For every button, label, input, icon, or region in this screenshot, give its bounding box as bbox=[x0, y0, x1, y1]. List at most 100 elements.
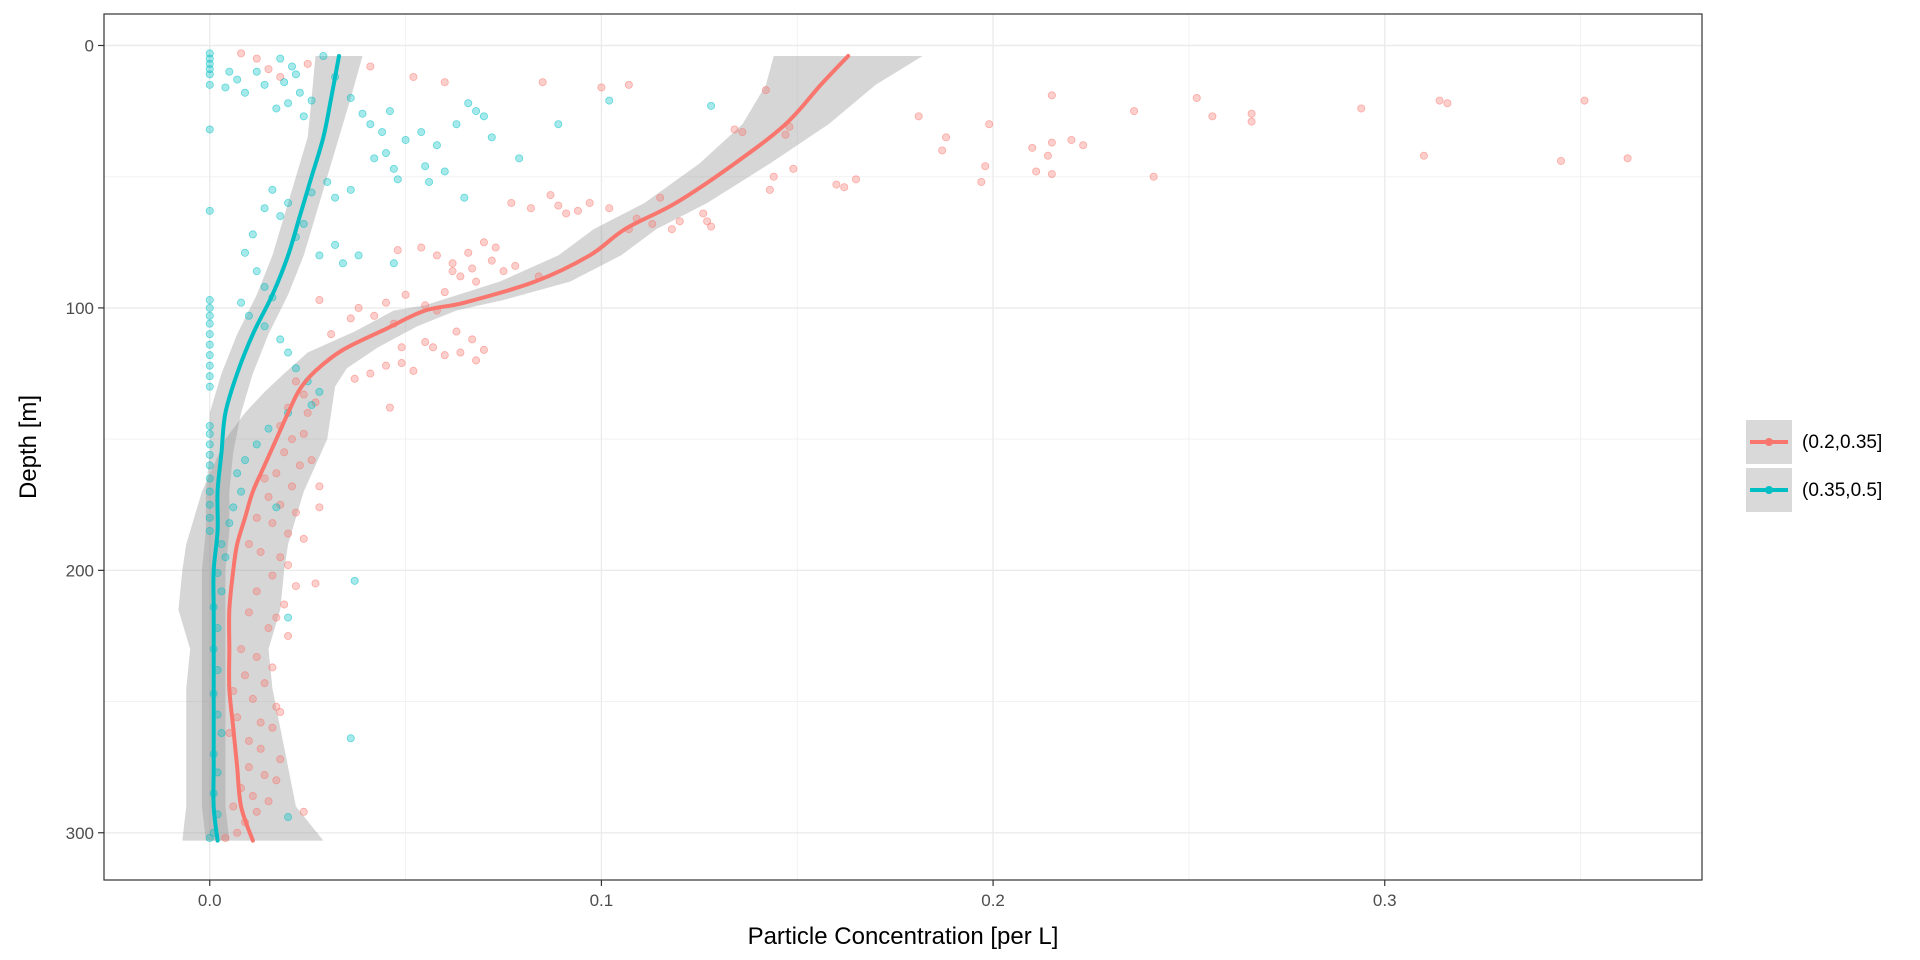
point-s0-141 bbox=[264, 624, 273, 633]
point-s0-41 bbox=[840, 183, 849, 192]
point-s1-28 bbox=[401, 135, 410, 144]
point-s0-164 bbox=[264, 797, 273, 806]
point-s0-60 bbox=[675, 217, 684, 226]
point-s1-31 bbox=[452, 120, 461, 129]
point-s0-139 bbox=[244, 608, 253, 617]
point-s0-21 bbox=[1047, 91, 1056, 100]
point-s1-16 bbox=[295, 88, 304, 97]
point-s0-27 bbox=[1357, 104, 1366, 113]
point-s1-49 bbox=[331, 193, 340, 202]
point-s0-122 bbox=[264, 492, 273, 501]
point-s1-64 bbox=[240, 248, 249, 257]
x-axis-title: Particle Concentration [per L] bbox=[748, 923, 1059, 950]
point-s1-81 bbox=[233, 469, 242, 478]
point-s0-37 bbox=[977, 177, 986, 186]
point-s0-52 bbox=[554, 201, 563, 210]
point-s0-119 bbox=[260, 474, 269, 483]
point-s0-117 bbox=[307, 456, 316, 465]
point-s0-84 bbox=[315, 296, 324, 305]
point-s0-166 bbox=[252, 807, 261, 816]
point-s1-120 bbox=[205, 429, 214, 438]
point-s1-44 bbox=[381, 149, 390, 158]
point-s1-5 bbox=[205, 80, 214, 89]
point-s1-37 bbox=[605, 96, 614, 105]
point-s0-44 bbox=[789, 164, 798, 173]
point-s0-169 bbox=[233, 828, 242, 837]
point-s0-55 bbox=[585, 198, 594, 207]
point-s0-13 bbox=[985, 120, 994, 129]
point-s0-8 bbox=[538, 78, 547, 87]
point-s0-40 bbox=[832, 180, 841, 189]
y-tick-label-0: 0 bbox=[85, 36, 94, 55]
point-s0-68 bbox=[432, 251, 441, 260]
legend-label-0: (0.2,0.35] bbox=[1802, 432, 1882, 453]
point-s1-38 bbox=[707, 101, 716, 110]
point-s0-47 bbox=[781, 130, 790, 139]
point-s0-95 bbox=[421, 338, 430, 347]
point-s1-65 bbox=[252, 267, 261, 276]
x-axis: 0.0 0.1 0.2 0.3 bbox=[198, 880, 1397, 910]
point-s1-107 bbox=[205, 125, 214, 134]
point-s1-114 bbox=[205, 340, 214, 349]
legend-item-1[interactable]: (0.35,0.5] bbox=[1746, 468, 1882, 512]
point-s1-72 bbox=[284, 348, 293, 357]
point-s0-4 bbox=[303, 59, 312, 68]
y-axis: 0 100 200 300 bbox=[66, 36, 104, 843]
point-s0-153 bbox=[256, 718, 265, 727]
point-s1-59 bbox=[331, 240, 340, 249]
point-s1-15 bbox=[280, 78, 289, 87]
point-s1-62 bbox=[389, 259, 398, 268]
point-s0-89 bbox=[327, 330, 336, 339]
point-s1-124 bbox=[205, 474, 214, 483]
point-s0-23 bbox=[1192, 93, 1201, 102]
point-s1-111 bbox=[205, 311, 214, 320]
point-s1-115 bbox=[205, 351, 214, 360]
point-s1-79 bbox=[252, 440, 261, 449]
point-s1-19 bbox=[299, 112, 308, 121]
point-s0-97 bbox=[440, 351, 449, 360]
point-s0-136 bbox=[311, 579, 320, 588]
point-s1-20 bbox=[307, 96, 316, 105]
point-s0-75 bbox=[491, 243, 500, 252]
point-s1-55 bbox=[276, 212, 285, 221]
smooth-line-0 bbox=[227, 53, 851, 843]
point-s1-83 bbox=[229, 503, 238, 512]
point-s0-115 bbox=[280, 448, 289, 457]
point-s0-94 bbox=[479, 345, 488, 354]
point-s1-96 bbox=[346, 734, 355, 743]
point-s0-93 bbox=[468, 335, 477, 344]
point-s0-133 bbox=[284, 561, 293, 570]
point-s1-48 bbox=[346, 185, 355, 194]
point-s0-22 bbox=[1130, 107, 1139, 116]
point-s1-10 bbox=[252, 67, 261, 76]
point-s1-71 bbox=[276, 335, 285, 344]
point-s0-123 bbox=[276, 500, 285, 509]
point-s0-11 bbox=[761, 86, 770, 95]
point-s0-69 bbox=[448, 259, 457, 268]
point-s1-118 bbox=[205, 382, 214, 391]
point-s0-78 bbox=[456, 272, 465, 281]
point-s0-86 bbox=[346, 314, 355, 323]
point-s0-158 bbox=[276, 755, 285, 764]
point-s0-50 bbox=[526, 204, 535, 213]
smooth-line-1 bbox=[211, 53, 341, 843]
point-s0-152 bbox=[233, 713, 242, 722]
point-s0-28 bbox=[1435, 96, 1444, 105]
point-s0-29 bbox=[1443, 99, 1452, 108]
point-s1-121 bbox=[205, 440, 214, 449]
grid-minor bbox=[104, 14, 1702, 880]
point-s0-53 bbox=[562, 209, 571, 218]
point-s0-118 bbox=[272, 469, 281, 478]
point-s1-14 bbox=[291, 70, 300, 79]
point-s0-154 bbox=[268, 723, 277, 732]
legend-item-0[interactable]: (0.2,0.35] bbox=[1746, 420, 1882, 464]
point-s0-129 bbox=[299, 534, 308, 543]
point-s1-106 bbox=[272, 503, 281, 512]
point-s1-35 bbox=[487, 133, 496, 142]
point-s0-56 bbox=[605, 204, 614, 213]
point-s0-87 bbox=[370, 311, 379, 320]
point-s0-83 bbox=[381, 298, 390, 307]
point-s1-123 bbox=[205, 461, 214, 470]
point-s0-66 bbox=[393, 246, 402, 255]
point-s1-8 bbox=[221, 83, 230, 92]
